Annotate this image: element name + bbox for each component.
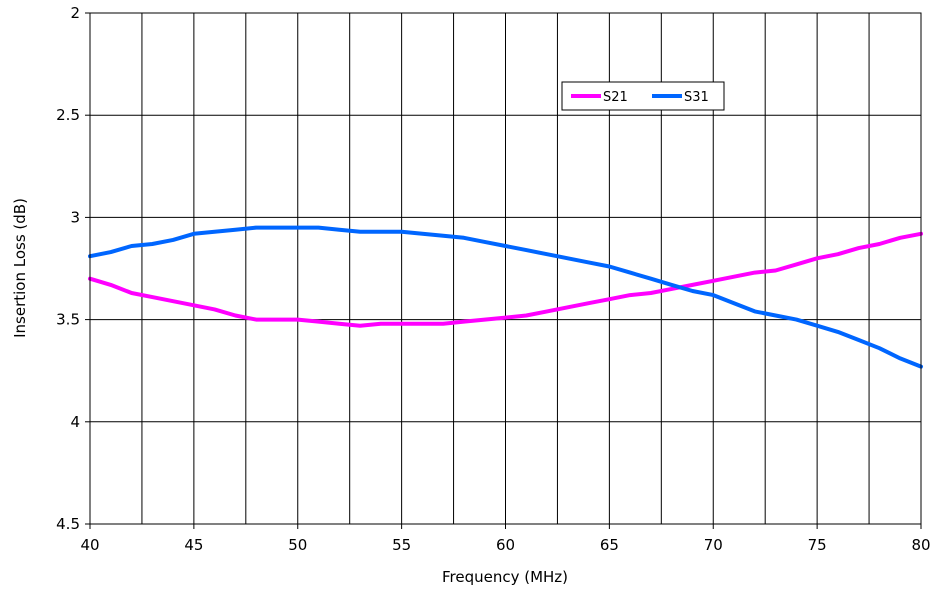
grid-lines — [90, 13, 921, 524]
x-tick-label: 60 — [496, 536, 515, 554]
x-tick-label: 65 — [600, 536, 619, 554]
y-tick-label: 4.5 — [56, 515, 80, 533]
y-axis-tick-labels: 2 2.5 3 3.5 4 4.5 — [56, 4, 90, 533]
y-axis-title: Insertion Loss (dB) — [11, 198, 29, 338]
x-tick-label: 70 — [704, 536, 723, 554]
x-tick-label: 45 — [184, 536, 203, 554]
x-axis-title: Frequency (MHz) — [442, 568, 568, 586]
x-axis-tick-labels: 40 45 50 55 60 65 70 75 80 — [80, 524, 931, 554]
series-line-s21 — [88, 231, 923, 328]
x-tick-label: 40 — [80, 536, 99, 554]
legend-label-s31: S31 — [684, 90, 709, 105]
y-tick-label: 4 — [70, 413, 80, 431]
y-tick-label: 3.5 — [56, 311, 80, 329]
x-tick-label: 50 — [288, 536, 307, 554]
legend: S21 S31 — [561, 81, 725, 111]
series-line-s31 — [88, 225, 923, 369]
x-tick-label: 55 — [392, 536, 411, 554]
y-tick-label: 3 — [70, 208, 80, 226]
x-tick-label: 75 — [808, 536, 827, 554]
legend-label-s21: S21 — [603, 90, 628, 105]
y-tick-label: 2 — [70, 4, 80, 22]
series-lines — [88, 225, 923, 369]
y-tick-label: 2.5 — [56, 106, 80, 124]
x-tick-label: 80 — [911, 536, 930, 554]
